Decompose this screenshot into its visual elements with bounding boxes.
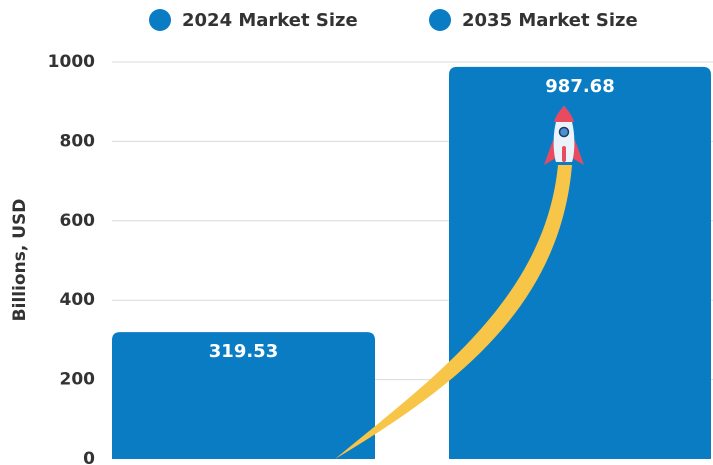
rocket-decoration bbox=[335, 106, 584, 459]
legend-label: 2035 Market Size bbox=[462, 10, 638, 31]
bar bbox=[112, 332, 375, 459]
rocket-nose bbox=[554, 106, 574, 122]
y-tick-label: 0 bbox=[83, 449, 95, 465]
bar bbox=[449, 66, 711, 459]
y-tick-label: 600 bbox=[60, 211, 96, 231]
data-label: 319.53 bbox=[209, 341, 278, 362]
rocket-flame bbox=[562, 146, 566, 162]
y-tick-label: 1000 bbox=[48, 52, 95, 72]
data-label: 987.68 bbox=[545, 76, 614, 97]
legend-marker bbox=[429, 9, 451, 31]
y-axis-label: Billions, USD bbox=[10, 199, 30, 322]
legend-label: 2024 Market Size bbox=[182, 10, 358, 31]
legend-marker bbox=[149, 9, 171, 31]
y-tick-label: 400 bbox=[60, 290, 96, 310]
y-tick-label: 800 bbox=[60, 131, 96, 151]
rocket-window bbox=[558, 126, 570, 138]
y-tick-label: 200 bbox=[60, 370, 96, 390]
rocket-fin bbox=[572, 140, 584, 165]
rocket-fin bbox=[544, 140, 556, 165]
